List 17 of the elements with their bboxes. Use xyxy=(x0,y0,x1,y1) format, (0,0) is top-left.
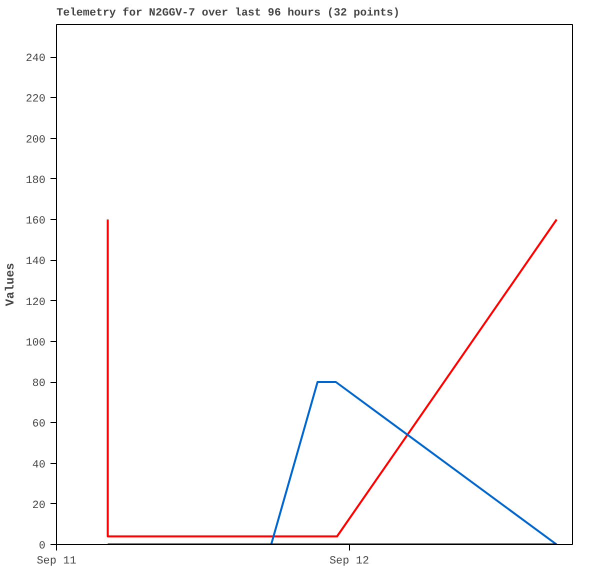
y-tick-label: 220 xyxy=(26,94,46,106)
y-tick-label: 140 xyxy=(26,256,46,268)
x-tick-label: Sep 11 xyxy=(36,556,77,568)
y-tick-label: 80 xyxy=(32,378,46,390)
y-tick-label: 240 xyxy=(26,53,46,65)
y-tick-label: 20 xyxy=(32,500,46,512)
x-tick-label: Sep 12 xyxy=(329,556,370,568)
y-tick-label: 0 xyxy=(38,540,46,552)
y-tick-label: 40 xyxy=(32,459,46,472)
y-tick-label: 60 xyxy=(32,418,46,431)
y-tick-label: 160 xyxy=(26,216,46,228)
y-tick-label: 180 xyxy=(26,174,46,187)
y-tick-label: 120 xyxy=(26,296,46,309)
y-tick-label: 200 xyxy=(26,134,46,146)
chart-title: Telemetry for N2GGV-7 over last 96 hours (32 points) xyxy=(56,6,400,20)
y-axis-title: Values xyxy=(4,262,18,306)
y-tick-label: 100 xyxy=(26,337,46,350)
